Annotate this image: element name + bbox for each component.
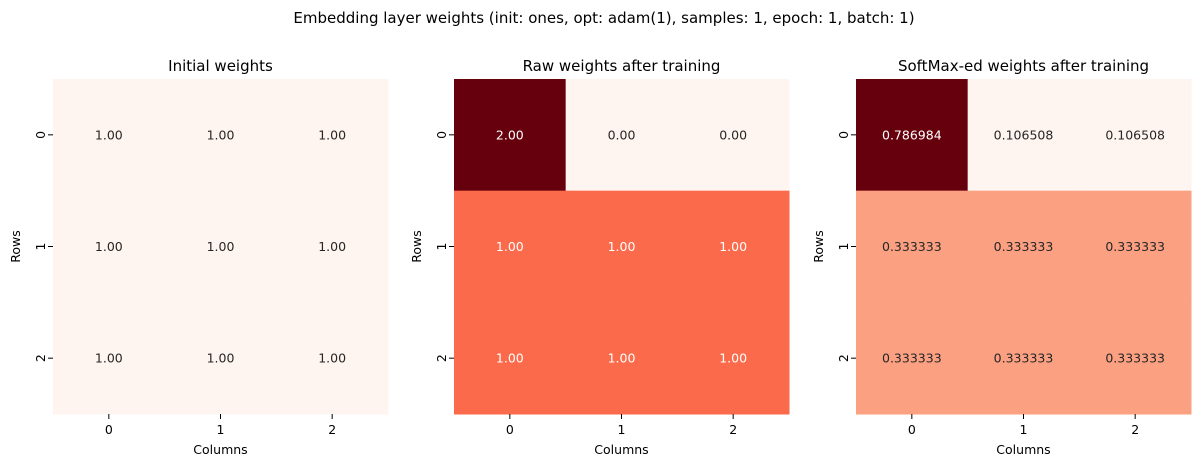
x-tick-label: 0 [506,422,514,437]
cell-label: 0.333333 [882,239,942,254]
heatmap-cell [53,79,166,192]
y-tick-label: 0 [33,131,48,139]
heatmap-cell [454,302,567,415]
heatmap-cell [565,302,678,415]
cell-label: 1.00 [496,351,524,366]
y-axis-label: Rows [811,230,826,263]
heatmap-panel: Raw weights after training 2.00 0.00 0.00 1.… [409,57,790,457]
heatmap-cell [276,190,389,303]
cell-label: 0.00 [719,127,747,142]
cell-label: 1.00 [318,239,346,254]
y-axis-label: Rows [8,230,23,263]
cell-label: 0.786984 [882,127,942,142]
x-axis-label: Columns [594,442,648,457]
heatmap-cell [967,302,1080,415]
heatmap-cell [677,302,790,415]
heatmap-cell [565,190,678,303]
cell-label: 0.333333 [1105,351,1165,366]
heatmap-cell [856,79,969,192]
cell-label: 1.00 [608,239,636,254]
cell-label: 1.00 [719,351,747,366]
heatmap-cell [856,190,969,303]
heatmap-cell [276,302,389,415]
cell-label: 0.00 [608,127,636,142]
y-tick-label: 0 [836,131,851,139]
heatmap-cell [677,190,790,303]
heatmap-cell [677,79,790,192]
heatmap-cell [967,79,1080,192]
cell-label: 1.00 [318,127,346,142]
heatmap-cell [164,302,277,415]
panel-title: Initial weights [168,57,273,75]
x-tick-label: 1 [618,422,626,437]
cell-label: 1.00 [608,351,636,366]
heatmap-cell [276,79,389,192]
x-tick-label: 2 [1131,422,1139,437]
cell-label: 1.00 [207,239,235,254]
x-axis-label: Columns [193,442,247,457]
panel-title: Raw weights after training [523,57,721,75]
heatmap-cell [1079,190,1192,303]
cell-label: 1.00 [95,239,123,254]
heatmap-panel: Initial weights 1.00 1.00 1.00 1.00 1.00 1.00 1… [8,57,389,457]
x-tick-label: 2 [328,422,336,437]
cell-label: 1.00 [95,351,123,366]
heatmap-cell [454,79,567,192]
cell-label: 0.333333 [994,239,1054,254]
cell-label: 1.00 [496,239,524,254]
cell-label: 1.00 [95,127,123,142]
heatmap-cell [454,190,567,303]
x-tick-label: 1 [1020,422,1028,437]
heatmap-panel: SoftMax-ed weights after training 0.78698… [811,57,1192,457]
cell-label: 0.333333 [994,351,1054,366]
panel-title: SoftMax-ed weights after training [898,57,1149,75]
heatmap-cell [856,302,969,415]
x-tick-label: 0 [908,422,916,437]
y-tick-label: 2 [836,354,851,362]
x-tick-label: 0 [105,422,113,437]
heatmap-cell [967,190,1080,303]
heatmap-cell [164,190,277,303]
cell-label: 1.00 [318,351,346,366]
y-tick-label: 1 [836,243,851,251]
heatmap-panels: Initial weights 1.00 1.00 1.00 1.00 1.00 1.00 1… [8,57,1192,457]
x-tick-label: 2 [729,422,737,437]
cell-label: 1.00 [207,127,235,142]
y-tick-label: 2 [33,354,48,362]
heatmap-cell [164,79,277,192]
cell-label: 2.00 [496,127,524,142]
cell-label: 0.333333 [1105,239,1165,254]
heatmap-cell [1079,302,1192,415]
heatmap-cell [53,190,166,303]
heatmap-cell [565,79,678,192]
y-tick-label: 1 [33,243,48,251]
y-axis-label: Rows [409,230,424,263]
cell-label: 1.00 [719,239,747,254]
heatmap-cell [1079,79,1192,192]
x-axis-label: Columns [996,442,1050,457]
figure-title: Embedding layer weights (init: ones, opt… [293,9,914,27]
cell-label: 1.00 [207,351,235,366]
cell-label: 0.106508 [1105,127,1165,142]
y-tick-label: 1 [434,243,449,251]
heatmap-cell [53,302,166,415]
y-tick-label: 2 [434,354,449,362]
cell-label: 0.333333 [882,351,942,366]
x-tick-label: 1 [217,422,225,437]
cell-label: 0.106508 [994,127,1054,142]
y-tick-label: 0 [434,131,449,139]
